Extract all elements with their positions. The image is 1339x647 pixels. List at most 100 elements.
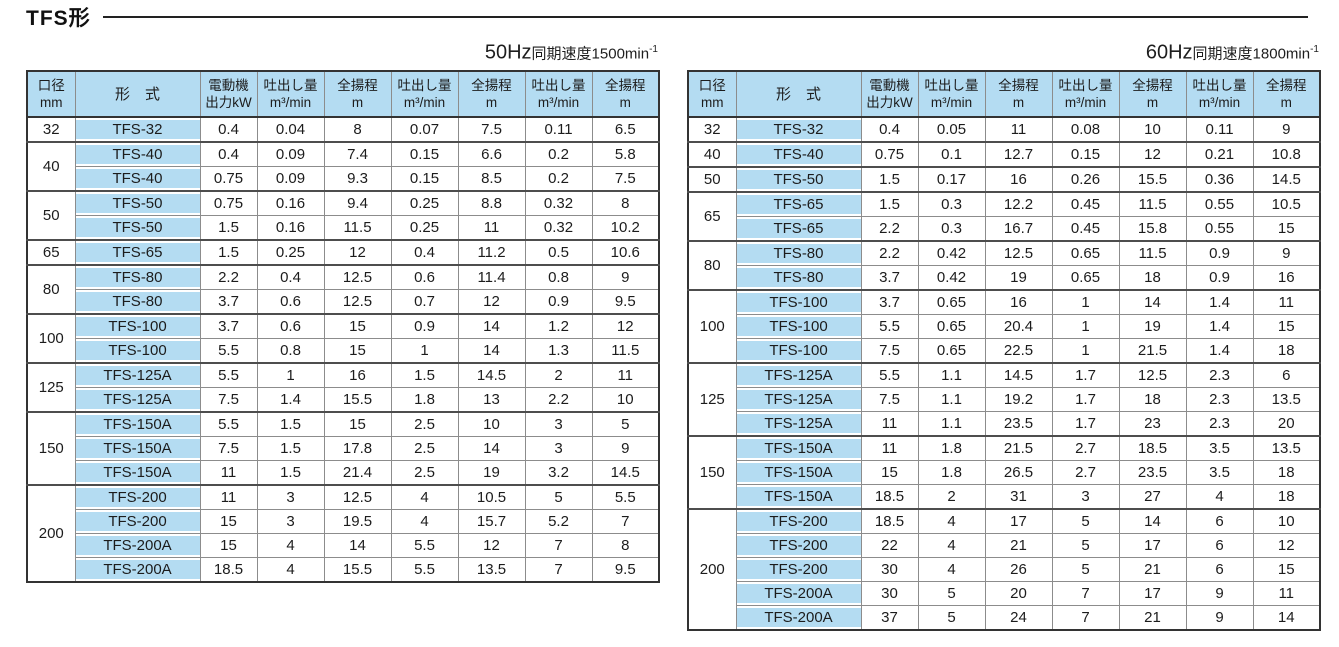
head-cell: 16	[323, 362, 392, 389]
model-cell: TFS-200A	[74, 533, 201, 559]
discharge-header: 吐出し量 m³/min	[524, 70, 593, 119]
discharge-cell: 1.4	[256, 387, 325, 413]
spec-row: 125 TFS-125A 5.5 1 16 1.5 14.5 2 11	[26, 362, 660, 413]
discharge-cell: 4	[1185, 484, 1254, 510]
head-cell: 9	[1252, 116, 1321, 143]
head-cell: 9.5	[591, 557, 660, 583]
head-cell: 10.5	[457, 484, 526, 511]
discharge-header: 吐出し量 m³/min	[390, 70, 459, 119]
section-title-row: TFS形	[26, 3, 1323, 31]
head-cell: 19	[457, 460, 526, 486]
bore-cell: 200	[687, 508, 737, 631]
title-rule	[102, 16, 1308, 18]
head-cell: 21.4	[323, 460, 392, 486]
spec-row: 65 TFS-65 1.5 0.25 12 0.4 11.2 0.5 10.6	[26, 239, 660, 266]
discharge-cell: 1.7	[1051, 387, 1120, 413]
spec-row: 40 TFS-40 0.4 0.09 7.4 0.15 6.6 0.2 5.8	[26, 141, 660, 192]
head-header: 全揚程 m	[591, 70, 660, 119]
catalog-page: TFS形 50Hz同期速度1500min-1 口径 mm 形 式電動機 出力kW 吐出し…	[26, 3, 1323, 632]
discharge-cell: 0.5	[524, 239, 593, 266]
spec-row: 150 TFS-150A 11 1.8 21.5 2.7 18.5 3.5 13.5	[687, 435, 1321, 510]
discharge-cell: 0.36	[1185, 166, 1254, 193]
motor-output-cell: 5.5	[860, 362, 919, 389]
caption-speed: 1500min	[591, 45, 650, 63]
head-cell: 12	[591, 313, 660, 340]
discharge-cell: 9	[1185, 605, 1254, 631]
motor-output-cell: 7.5	[860, 387, 919, 413]
model-cell: TFS-50	[74, 215, 201, 241]
discharge-cell: 2	[524, 362, 593, 389]
spec-row: 32 TFS-32 0.4 0.04 8 0.07 7.5 0.11 6.5	[26, 116, 660, 143]
discharge-cell: 9	[1185, 581, 1254, 607]
discharge-cell: 0.4	[390, 239, 459, 266]
model-cell: TFS-100	[735, 338, 862, 364]
discharge-cell: 5.2	[524, 509, 593, 535]
head-cell: 17	[984, 508, 1053, 535]
discharge-cell: 1.1	[917, 362, 986, 389]
spec-row: TFS-200 22 4 21 5 17 6 12	[688, 533, 1321, 559]
header-row: 口径 mm 形 式電動機 出力kW 吐出し量 m³/min 全揚程 m 吐出し量 m³/min 全揚…	[26, 70, 660, 119]
discharge-cell: 1	[1051, 289, 1120, 316]
discharge-cell: 1.8	[390, 387, 459, 413]
discharge-cell: 3.2	[524, 460, 593, 486]
head-cell: 10	[457, 411, 526, 438]
motor-output-cell: 22	[860, 533, 919, 559]
head-cell: 15.5	[323, 387, 392, 413]
discharge-cell: 1.1	[917, 411, 986, 437]
bore-header: 口径 mm	[687, 70, 737, 119]
discharge-cell: 6	[1185, 508, 1254, 535]
discharge-cell: 1.8	[917, 435, 986, 462]
head-cell: 12	[457, 533, 526, 559]
head-cell: 9	[591, 264, 660, 291]
spec-row: TFS-200 15 3 19.5 4 15.7 5.2 7	[27, 509, 660, 535]
head-cell: 23.5	[1118, 460, 1187, 486]
spec-row: 200 TFS-200 18.5 4 17 5 14 6 10	[687, 508, 1321, 631]
discharge-cell: 5.5	[390, 533, 459, 559]
bore-header: 口径 mm	[26, 70, 76, 119]
spec-row: TFS-150A 7.5 1.5 17.8 2.5 14 3 9	[27, 436, 660, 462]
discharge-cell: 0.6	[256, 313, 325, 340]
model-cell: TFS-125A	[735, 362, 862, 389]
head-cell: 9.4	[323, 190, 392, 217]
discharge-cell: 3	[524, 411, 593, 438]
bore-cell: 32	[26, 116, 76, 143]
spec-row: 50 TFS-50 0.75 0.16 9.4 0.25 8.8 0.32 8	[26, 190, 660, 241]
head-cell: 8	[323, 116, 392, 143]
bore-cell: 80	[26, 264, 76, 315]
discharge-cell: 1.5	[390, 362, 459, 389]
head-cell: 14	[323, 533, 392, 559]
motor-output-cell: 2.2	[199, 264, 258, 291]
head-cell: 15.7	[457, 509, 526, 535]
pump-spec-table-60hz: 口径 mm 形 式電動機 出力kW 吐出し量 m³/min 全揚程 m 吐出し量 m³/min 全揚…	[687, 70, 1321, 632]
motor-output-cell: 0.75	[199, 166, 258, 192]
bore-cell: 50	[26, 190, 76, 241]
model-cell: TFS-40	[74, 166, 201, 192]
head-cell: 14	[1118, 508, 1187, 535]
head-cell: 11	[457, 215, 526, 241]
motor-output-cell: 5.5	[199, 362, 258, 389]
spec-row: TFS-200A 15 4 14 5.5 12 7 8	[27, 533, 660, 559]
discharge-cell: 0.25	[390, 190, 459, 217]
head-cell: 14.5	[984, 362, 1053, 389]
discharge-cell: 7	[524, 557, 593, 583]
head-cell: 17	[1118, 533, 1187, 559]
spec-row: 65 TFS-65 1.5 0.3 12.2 0.45 11.5 0.55 10.5	[687, 191, 1321, 242]
spec-row: 80 TFS-80 2.2 0.42 12.5 0.65 11.5 0.9 9	[687, 240, 1321, 291]
head-cell: 18	[1118, 387, 1187, 413]
spec-row: 125 TFS-125A 5.5 1.1 14.5 1.7 12.5 2.3 6	[687, 362, 1321, 437]
motor-output-cell: 5.5	[199, 338, 258, 364]
head-cell: 12	[323, 239, 392, 266]
model-cell: TFS-150A	[735, 435, 862, 462]
motor-output-cell: 7.5	[860, 338, 919, 364]
spec-row: TFS-150A 15 1.8 26.5 2.7 23.5 3.5 18	[688, 460, 1321, 486]
bore-cell: 100	[26, 313, 76, 364]
discharge-cell: 0.9	[524, 289, 593, 315]
discharge-cell: 1.5	[256, 411, 325, 438]
head-cell: 6.5	[591, 116, 660, 143]
head-cell: 19	[1118, 314, 1187, 340]
head-cell: 12.2	[984, 191, 1053, 218]
spec-row: TFS-125A 7.5 1.1 19.2 1.7 18 2.3 13.5	[688, 387, 1321, 413]
bore-cell: 125	[26, 362, 76, 413]
model-cell: TFS-125A	[735, 387, 862, 413]
model-cell: TFS-150A	[735, 484, 862, 510]
